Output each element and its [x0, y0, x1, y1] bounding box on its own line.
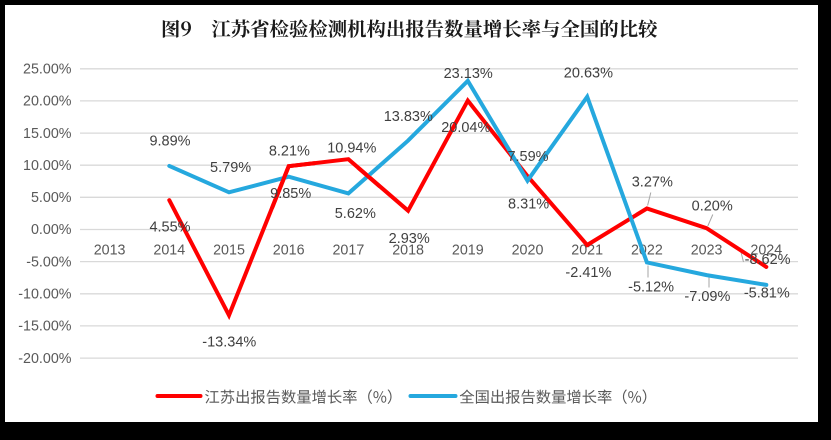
svg-text:8.21%: 8.21%: [269, 144, 310, 160]
svg-text:2019: 2019: [452, 243, 484, 259]
svg-text:20.00%: 20.00%: [23, 94, 72, 110]
svg-text:4.55%: 4.55%: [149, 219, 190, 235]
svg-text:5.00%: 5.00%: [31, 190, 72, 206]
svg-text:10.00%: 10.00%: [23, 158, 72, 174]
svg-text:2018: 2018: [392, 243, 424, 259]
svg-text:2021: 2021: [571, 243, 603, 259]
svg-text:-8.62%: -8.62%: [745, 252, 791, 268]
svg-text:2014: 2014: [153, 243, 185, 259]
svg-text:2024: 2024: [750, 243, 782, 259]
svg-text:25.00%: 25.00%: [23, 62, 72, 78]
svg-text:3.27%: 3.27%: [632, 175, 673, 191]
svg-text:-7.09%: -7.09%: [684, 289, 730, 305]
svg-text:20.04%: 20.04%: [441, 120, 490, 136]
svg-text:9.85%: 9.85%: [270, 186, 311, 202]
svg-text:-13.34%: -13.34%: [202, 334, 256, 350]
svg-text:2.93%: 2.93%: [389, 231, 430, 247]
svg-text:2015: 2015: [213, 243, 245, 259]
svg-text:-10.00%: -10.00%: [18, 287, 72, 303]
svg-text:5.79%: 5.79%: [210, 160, 251, 176]
svg-text:13.83%: 13.83%: [384, 109, 433, 125]
svg-text:-15.00%: -15.00%: [18, 319, 72, 335]
svg-text:2017: 2017: [332, 243, 364, 259]
svg-text:-2.41%: -2.41%: [565, 265, 611, 281]
svg-text:2023: 2023: [691, 243, 723, 259]
svg-text:0.00%: 0.00%: [31, 222, 72, 238]
svg-text:9.89%: 9.89%: [149, 134, 190, 150]
svg-text:-5.81%: -5.81%: [744, 286, 790, 302]
svg-text:-5.12%: -5.12%: [628, 280, 674, 296]
svg-text:5.62%: 5.62%: [335, 206, 376, 222]
svg-text:2020: 2020: [512, 243, 544, 259]
svg-text:15.00%: 15.00%: [23, 126, 72, 142]
svg-text:23.13%: 23.13%: [444, 66, 493, 82]
svg-text:8.31%: 8.31%: [508, 196, 549, 212]
svg-text:-5.00%: -5.00%: [26, 254, 72, 270]
svg-text:2022: 2022: [631, 243, 663, 259]
svg-text:0.20%: 0.20%: [692, 199, 733, 215]
svg-text:10.94%: 10.94%: [327, 140, 376, 156]
svg-text:7.59%: 7.59%: [507, 149, 548, 165]
svg-text:-20.00%: -20.00%: [18, 351, 72, 367]
svg-text:2013: 2013: [94, 243, 126, 259]
svg-text:2016: 2016: [273, 243, 305, 259]
svg-text:20.63%: 20.63%: [564, 66, 613, 82]
